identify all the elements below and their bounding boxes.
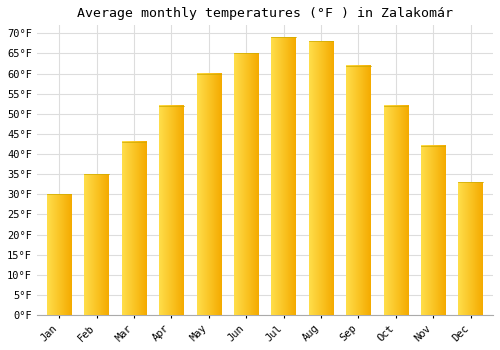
Title: Average monthly temperatures (°F ) in Zalakomár: Average monthly temperatures (°F ) in Za… <box>77 7 453 20</box>
